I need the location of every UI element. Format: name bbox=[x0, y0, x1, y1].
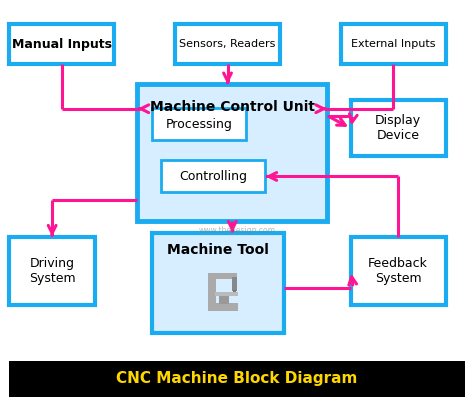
Text: Driving
System: Driving System bbox=[29, 257, 75, 285]
FancyBboxPatch shape bbox=[137, 84, 327, 221]
Text: www.thedesign.com: www.thedesign.com bbox=[199, 226, 275, 235]
FancyBboxPatch shape bbox=[175, 24, 280, 64]
FancyBboxPatch shape bbox=[341, 24, 446, 64]
FancyBboxPatch shape bbox=[351, 237, 446, 305]
Text: Feedback
System: Feedback System bbox=[368, 257, 428, 285]
FancyBboxPatch shape bbox=[152, 108, 246, 140]
Text: CNC Machine Block Diagram: CNC Machine Block Diagram bbox=[116, 371, 358, 387]
FancyBboxPatch shape bbox=[232, 277, 237, 291]
FancyBboxPatch shape bbox=[209, 273, 237, 279]
FancyBboxPatch shape bbox=[215, 292, 238, 296]
FancyBboxPatch shape bbox=[351, 100, 446, 156]
FancyBboxPatch shape bbox=[152, 233, 284, 333]
Text: Machine Tool: Machine Tool bbox=[167, 243, 269, 257]
Text: Display
Device: Display Device bbox=[375, 114, 421, 142]
FancyBboxPatch shape bbox=[161, 160, 265, 192]
FancyBboxPatch shape bbox=[219, 296, 229, 304]
FancyBboxPatch shape bbox=[212, 303, 238, 310]
Text: Manual Inputs: Manual Inputs bbox=[12, 38, 111, 51]
FancyBboxPatch shape bbox=[233, 290, 237, 294]
Text: External Inputs: External Inputs bbox=[351, 39, 436, 49]
FancyBboxPatch shape bbox=[209, 277, 216, 310]
FancyBboxPatch shape bbox=[9, 237, 95, 305]
Text: Controlling: Controlling bbox=[179, 170, 247, 183]
FancyBboxPatch shape bbox=[9, 24, 114, 64]
Text: Machine Control Unit: Machine Control Unit bbox=[150, 100, 315, 114]
Text: Sensors, Readers: Sensors, Readers bbox=[179, 39, 276, 49]
FancyBboxPatch shape bbox=[9, 361, 465, 397]
Text: Processing: Processing bbox=[165, 118, 233, 131]
